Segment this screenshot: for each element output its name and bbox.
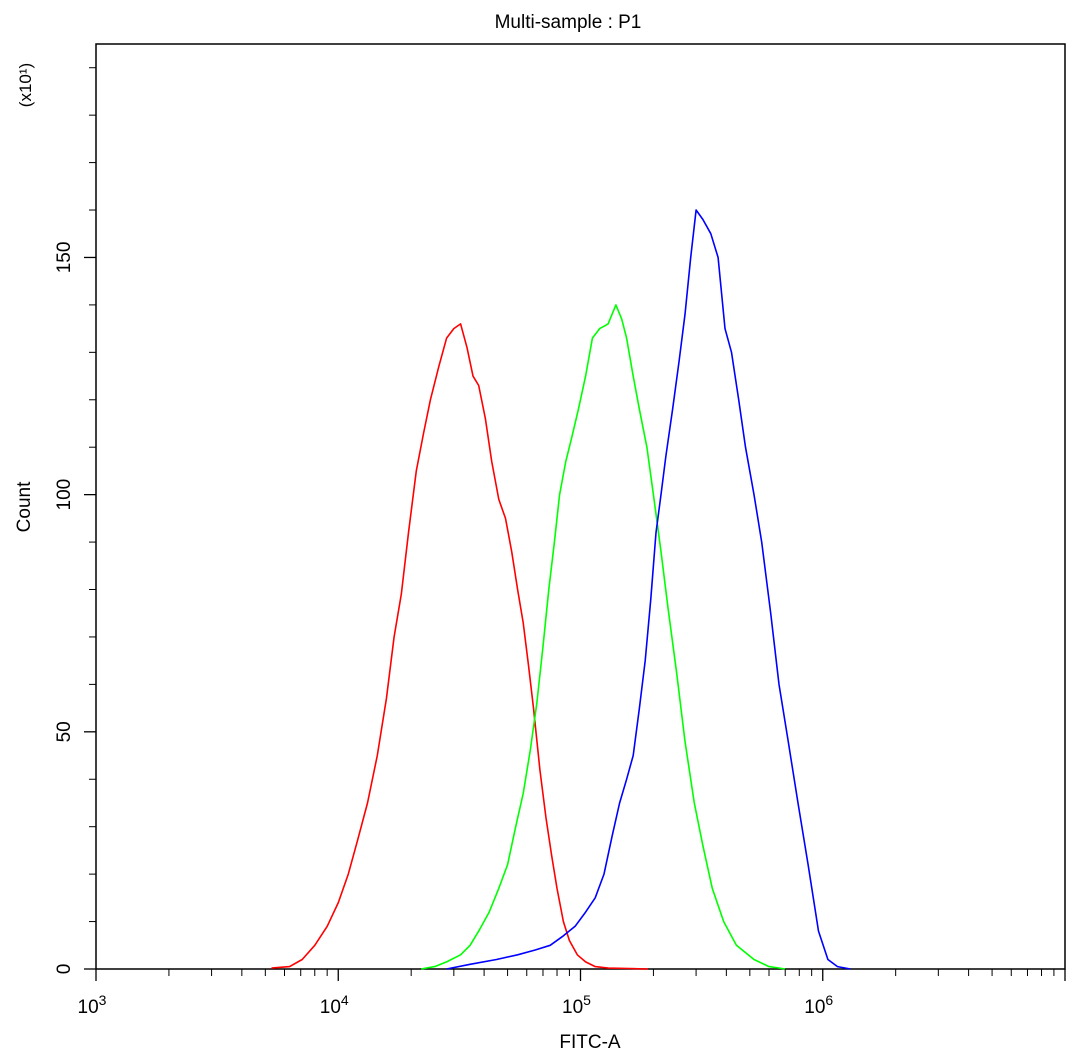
series-line-1 [271, 323, 649, 970]
series-line-2 [421, 304, 786, 970]
y-tick-label: 0 [54, 964, 75, 975]
y-multiplier-label: (x10¹) [16, 63, 35, 107]
chart-title: Multi-sample : P1 [495, 12, 642, 33]
x-axis-label: FITC-A [559, 1032, 621, 1053]
y-tick-label: 150 [54, 242, 75, 274]
y-axis-label: Count [14, 481, 35, 532]
series-line-3 [446, 209, 851, 970]
x-tick-label: 104 [320, 992, 349, 1018]
x-tick-label: 105 [562, 992, 591, 1018]
y-tick-label: 100 [54, 479, 75, 511]
y-tick-label: 50 [54, 721, 75, 742]
axis-layer: 103 104 105 106 0 50 100 150 [54, 67, 1066, 1018]
x-tick-label: 106 [804, 992, 833, 1018]
series-layer [271, 209, 851, 970]
x-tick-label: 103 [78, 992, 107, 1018]
